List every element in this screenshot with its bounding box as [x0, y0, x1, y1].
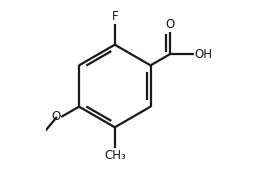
Text: F: F [111, 10, 118, 23]
Text: OH: OH [195, 48, 213, 61]
Text: O: O [165, 18, 175, 31]
Text: CH₃: CH₃ [104, 149, 126, 162]
Text: O: O [51, 110, 60, 123]
